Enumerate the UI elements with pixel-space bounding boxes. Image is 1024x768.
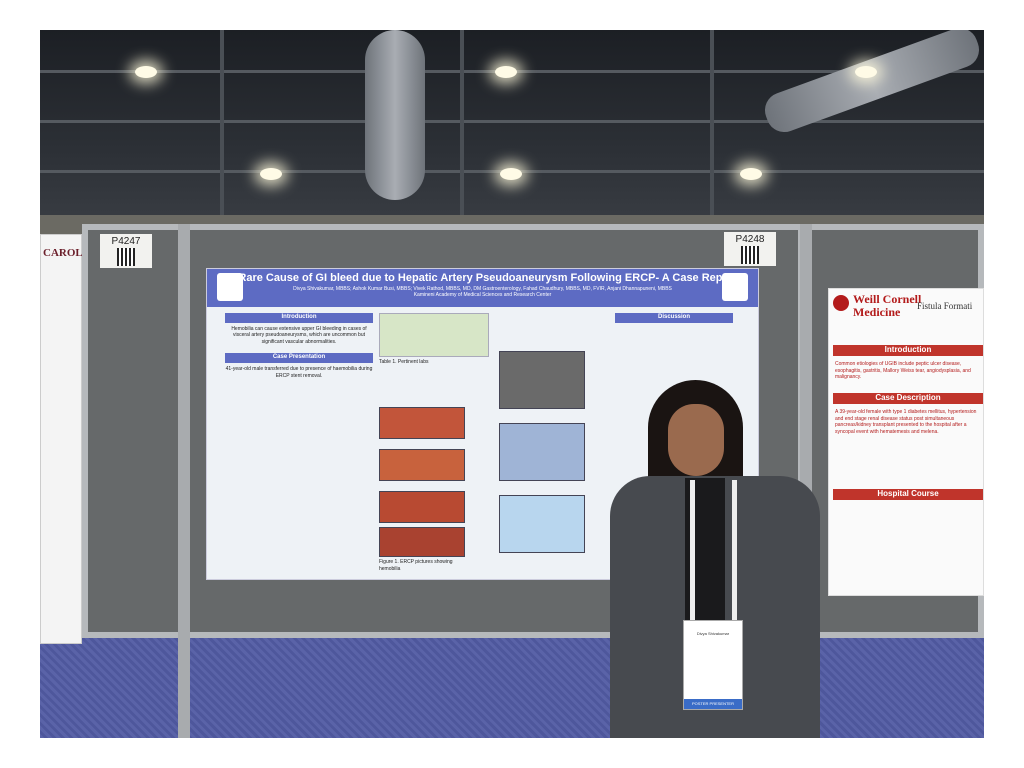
poster-board-left <box>82 224 184 638</box>
qr-code-icon <box>741 246 759 264</box>
poster-column-1: Introduction Hemobilia can cause extensi… <box>225 313 373 379</box>
weill-case-text: A 39-year-old female with type 1 diabete… <box>835 409 977 435</box>
ceiling-light <box>495 66 517 78</box>
section-header-discussion: Discussion <box>615 313 733 323</box>
table-caption: Table 1. Pertinent labs <box>379 359 429 365</box>
lanyard <box>732 480 737 620</box>
ceiling-light <box>855 66 877 78</box>
air-duct <box>365 30 425 200</box>
carpet-floor <box>40 638 984 738</box>
booth-number-right: P4248 <box>724 232 776 266</box>
poster-column-4: Discussion <box>615 313 733 326</box>
weill-intro-text: Common etiologies of UGIB include peptic… <box>835 361 971 380</box>
poster-header: A Rare Cause of GI bleed due to Hepatic … <box>207 269 758 307</box>
booth-number-text: P4248 <box>735 234 765 245</box>
ceiling <box>40 30 984 230</box>
conference-badge: Divya Shivakumar POSTER PRESENTER <box>683 620 743 710</box>
ceiling-light <box>500 168 522 180</box>
poster-column-2: Table 1. Pertinent labs <box>379 313 489 366</box>
weill-section-introduction: Introduction <box>833 345 983 356</box>
weill-cornell-logo: Weill Cornell Medicine <box>853 292 922 320</box>
poster-authors: Divya Shivakumar, MBBS; Ashok Kumar Busi… <box>293 286 672 292</box>
ceiling-light <box>260 168 282 180</box>
intro-text: Hemobilia can cause extensive upper GI b… <box>231 325 367 345</box>
section-header-case-presentation: Case Presentation <box>225 353 373 364</box>
weill-cornell-seal-icon <box>833 295 849 311</box>
booth-number-left: P4247 <box>100 234 152 268</box>
lanyard <box>690 480 695 620</box>
poster-institution: Kamineni Academy of Medical Sciences and… <box>413 292 552 298</box>
section-header-introduction: Introduction <box>225 313 373 323</box>
left-poster: CAROLINA <box>40 234 103 644</box>
college-logo-icon <box>722 273 748 301</box>
ercp-image <box>379 527 465 557</box>
weill-cornell-poster: Weill Cornell Medicine Fistula Formati I… <box>828 288 984 596</box>
ceiling-light <box>135 66 157 78</box>
badge-name: Divya Shivakumar <box>696 631 730 636</box>
presenter-face <box>668 404 724 476</box>
figure-caption: Figure 1. ERCP pictures showing hemobili… <box>379 559 453 572</box>
ceiling-light <box>740 168 762 180</box>
ct-image <box>499 351 585 409</box>
ercp-image <box>379 407 465 439</box>
board-post <box>178 224 190 738</box>
weill-section-case-description: Case Description <box>833 393 983 404</box>
photo: CAROLINA P4247 P4248 A Rare Cause of GI … <box>40 30 984 738</box>
booth-number-text: P4247 <box>111 236 141 247</box>
weill-poster-title: Fistula Formati <box>917 301 973 311</box>
qr-code-icon <box>117 248 135 266</box>
badge-stripe: POSTER PRESENTER <box>684 699 742 709</box>
presenter: Divya Shivakumar POSTER PRESENTER <box>610 380 820 738</box>
embolization-image <box>499 495 585 553</box>
college-logo-icon <box>217 273 243 301</box>
ercp-image <box>379 491 465 523</box>
angiography-image <box>499 423 585 481</box>
weill-section-hospital-course: Hospital Course <box>833 489 983 500</box>
poster-title: A Rare Cause of GI bleed due to Hepatic … <box>227 272 738 284</box>
labs-table <box>379 313 489 357</box>
case-text: 41-year-old male transferred due to pres… <box>225 366 373 379</box>
ercp-image <box>379 449 465 481</box>
